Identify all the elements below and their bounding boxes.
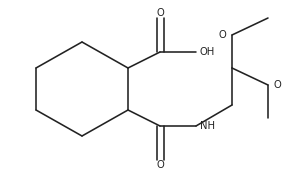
Text: O: O [218,30,226,40]
Text: O: O [274,80,282,90]
Text: O: O [156,8,164,18]
Text: OH: OH [200,47,215,57]
Text: O: O [156,160,164,170]
Text: NH: NH [200,121,215,131]
